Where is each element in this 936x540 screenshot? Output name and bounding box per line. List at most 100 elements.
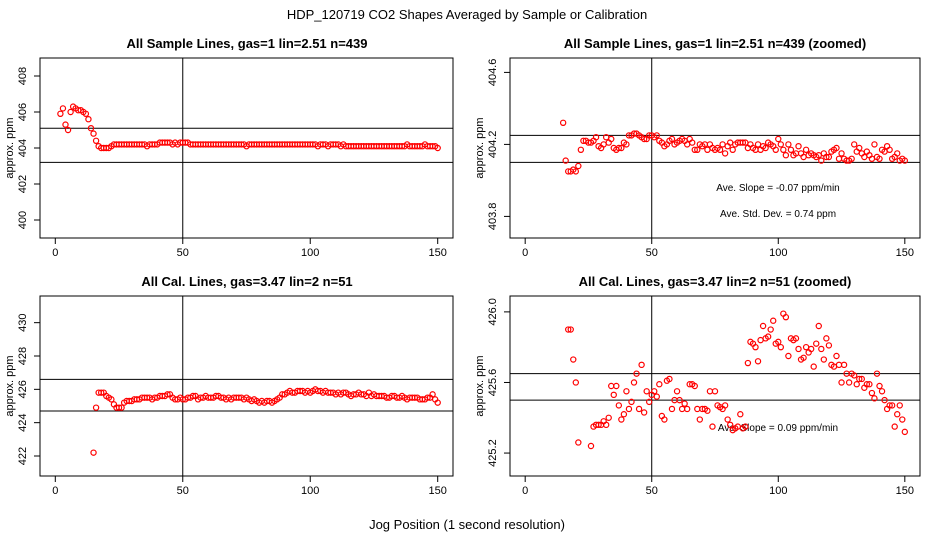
data-point bbox=[729, 146, 736, 153]
data-point bbox=[823, 153, 830, 161]
data-point bbox=[711, 388, 719, 395]
data-point bbox=[608, 135, 615, 143]
data-point bbox=[115, 404, 123, 411]
data-point bbox=[754, 141, 762, 148]
data-point bbox=[572, 168, 580, 175]
data-point bbox=[610, 391, 617, 399]
data-point bbox=[891, 423, 898, 430]
data-point bbox=[689, 139, 696, 146]
y-axis-label: approx. ppm bbox=[474, 117, 486, 178]
x-tick-label: 0 bbox=[52, 247, 58, 259]
panel-title: All Sample Lines, gas=1 lin=2.51 n=439 (… bbox=[564, 36, 866, 51]
data-point bbox=[575, 439, 582, 446]
y-tick-label: 402 bbox=[17, 175, 29, 193]
data-point bbox=[661, 416, 668, 423]
data-point bbox=[777, 343, 785, 351]
data-point bbox=[638, 361, 645, 369]
data-point bbox=[678, 405, 686, 413]
data-point bbox=[759, 322, 767, 330]
data-point bbox=[772, 146, 779, 153]
data-point bbox=[683, 405, 691, 413]
data-point bbox=[777, 141, 785, 148]
data-point bbox=[704, 146, 711, 153]
data-point bbox=[623, 141, 630, 148]
data-point bbox=[676, 396, 683, 404]
data-point bbox=[795, 142, 802, 150]
data-point bbox=[894, 411, 901, 418]
y-tick-label: 404.6 bbox=[487, 59, 499, 87]
y-tick-label: 404.2 bbox=[487, 131, 499, 159]
data-point bbox=[878, 388, 886, 395]
data-point bbox=[780, 146, 787, 153]
data-point bbox=[108, 396, 115, 403]
data-point bbox=[602, 421, 610, 429]
data-point bbox=[770, 317, 777, 324]
data-point bbox=[782, 313, 790, 321]
x-tick-label: 100 bbox=[301, 247, 319, 259]
data-point bbox=[567, 326, 574, 333]
data-point bbox=[764, 333, 772, 340]
data-point bbox=[189, 392, 197, 400]
panel-sample-lines: All Sample Lines, gas=1 lin=2.51 n=439 a… bbox=[4, 36, 454, 259]
data-point bbox=[850, 372, 858, 379]
data-point bbox=[164, 391, 171, 398]
data-point bbox=[767, 326, 774, 333]
data-point bbox=[716, 146, 724, 153]
data-point bbox=[653, 393, 660, 400]
panel-title: All Cal. Lines, gas=3.47 lin=2 n=51 bbox=[141, 274, 352, 289]
data-point bbox=[775, 135, 782, 143]
data-point bbox=[696, 416, 704, 423]
x-tick-label: 150 bbox=[896, 485, 914, 497]
annotation-slope: Ave. Slope = -0.07 ppm/min bbox=[716, 183, 840, 194]
data-point bbox=[818, 345, 825, 353]
data-point bbox=[694, 405, 701, 413]
data-point bbox=[833, 144, 840, 152]
y-tick-label: 426 bbox=[17, 380, 29, 398]
data-point bbox=[835, 361, 843, 369]
y-tick-label: 403.8 bbox=[487, 203, 499, 231]
data-point bbox=[709, 423, 716, 430]
data-point bbox=[863, 381, 871, 388]
y-axis-label: approx. ppm bbox=[4, 355, 16, 416]
data-point bbox=[587, 442, 595, 450]
data-point bbox=[848, 155, 855, 162]
data-point bbox=[901, 157, 909, 164]
data-point bbox=[635, 405, 643, 413]
data-point bbox=[888, 402, 896, 409]
data-point bbox=[775, 338, 782, 346]
x-tick-label: 0 bbox=[52, 485, 58, 497]
data-point bbox=[802, 146, 810, 153]
data-point bbox=[434, 144, 441, 152]
panel-cal-lines: All Cal. Lines, gas=3.47 lin=2 n=51 appr… bbox=[4, 274, 454, 497]
data-point bbox=[608, 382, 615, 390]
y-tick-label: 400 bbox=[17, 211, 29, 229]
data-point bbox=[823, 335, 830, 342]
data-point bbox=[625, 405, 633, 413]
data-point bbox=[838, 379, 845, 386]
data-point bbox=[825, 342, 833, 349]
data-point bbox=[615, 144, 623, 152]
data-point bbox=[595, 421, 602, 429]
data-point bbox=[782, 151, 790, 159]
data-point bbox=[575, 162, 582, 170]
data-point bbox=[899, 416, 906, 423]
data-point bbox=[87, 124, 95, 132]
data-point bbox=[620, 411, 628, 418]
data-point bbox=[739, 139, 747, 146]
x-tick-label: 150 bbox=[896, 247, 914, 259]
data-point bbox=[118, 404, 125, 411]
x-tick-label: 0 bbox=[522, 247, 528, 259]
data-point bbox=[833, 352, 840, 360]
data-point bbox=[876, 155, 883, 162]
x-tick-label: 150 bbox=[429, 485, 447, 497]
data-point bbox=[721, 402, 729, 409]
data-point bbox=[856, 144, 863, 152]
data-point bbox=[694, 146, 701, 153]
plot-frame bbox=[509, 295, 921, 477]
data-point bbox=[630, 379, 638, 386]
data-point bbox=[807, 345, 815, 353]
annotation-slope: Ave. Slope = 0.09 ppm/min bbox=[718, 423, 838, 434]
data-point bbox=[795, 345, 802, 353]
data-point bbox=[724, 416, 731, 423]
